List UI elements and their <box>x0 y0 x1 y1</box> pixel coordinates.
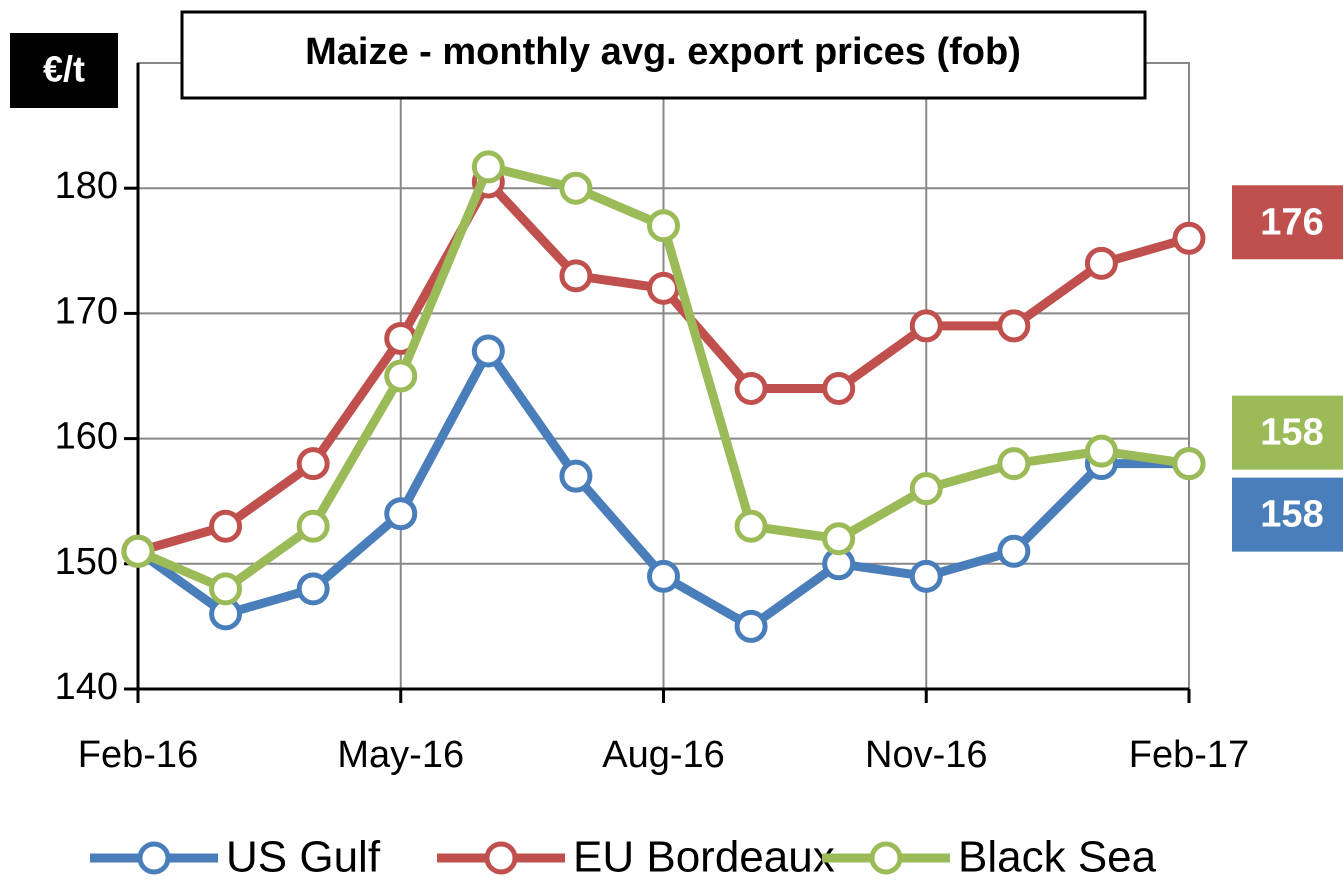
y-tick-label: 160 <box>55 416 118 458</box>
point <box>559 171 593 205</box>
point <box>384 497 418 531</box>
point <box>296 509 330 543</box>
legend-label: US Gulf <box>226 833 381 882</box>
y-tick-label: 150 <box>55 541 118 583</box>
legend-marker <box>869 841 903 875</box>
point <box>647 209 680 243</box>
point <box>384 359 418 393</box>
end-label: 176 <box>1260 201 1323 243</box>
legend-marker <box>484 841 518 875</box>
point <box>822 372 856 406</box>
point <box>997 534 1031 568</box>
point <box>909 472 943 506</box>
end-label-box <box>1232 395 1343 470</box>
point <box>909 559 943 593</box>
end-label: 158 <box>1260 494 1323 536</box>
point <box>559 459 593 493</box>
legend-label: Black Sea <box>958 833 1157 882</box>
point <box>471 334 505 368</box>
legend-label: EU Bordeaux <box>573 833 835 882</box>
point <box>997 309 1031 343</box>
point <box>296 572 330 606</box>
point <box>121 534 155 568</box>
end-label: 158 <box>1260 412 1323 454</box>
point <box>734 509 768 543</box>
x-tick-label: May-16 <box>337 734 464 776</box>
y-axis-label: €/t <box>43 49 85 90</box>
point <box>1084 434 1118 468</box>
point <box>559 259 593 293</box>
legend-marker <box>137 841 171 875</box>
y-tick-label: 180 <box>55 165 118 207</box>
title-box <box>180 10 1147 100</box>
point <box>734 372 768 406</box>
point <box>471 150 505 184</box>
end-label-box <box>1232 185 1343 260</box>
y-tick-label: 140 <box>55 666 118 708</box>
end-label-box <box>1232 477 1343 552</box>
point <box>647 559 680 593</box>
point <box>209 572 243 606</box>
point <box>997 447 1031 481</box>
point <box>647 271 680 305</box>
x-tick-label: Feb-17 <box>1129 734 1249 776</box>
point <box>1084 246 1118 280</box>
x-tick-label: Feb-16 <box>78 734 198 776</box>
y-label-box <box>10 33 118 108</box>
point <box>296 447 330 481</box>
point <box>822 522 856 556</box>
x-tick-label: Nov-16 <box>865 734 988 776</box>
point <box>209 509 243 543</box>
x-tick-label: Aug-16 <box>602 734 725 776</box>
point <box>1172 221 1206 255</box>
point <box>909 309 943 343</box>
y-tick-label: 170 <box>55 290 118 332</box>
point <box>1172 447 1206 481</box>
point <box>734 609 768 643</box>
chart-title: Maize - monthly avg. export prices (fob) <box>305 31 1021 73</box>
